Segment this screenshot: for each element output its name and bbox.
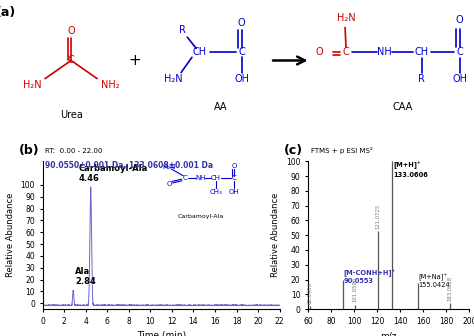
Text: 121.0725: 121.0725 xyxy=(376,203,381,228)
Text: CH: CH xyxy=(211,175,221,181)
Text: 90.0553: 90.0553 xyxy=(344,278,374,284)
Text: NH: NH xyxy=(195,175,206,181)
Text: CH: CH xyxy=(415,47,429,57)
Text: OH: OH xyxy=(234,74,249,84)
Text: Carbamoyl-Ala: Carbamoyl-Ala xyxy=(177,214,223,219)
Text: NH: NH xyxy=(376,47,392,57)
Text: O: O xyxy=(238,18,246,28)
Text: H₂N: H₂N xyxy=(164,74,182,84)
Text: 133.0606: 133.0606 xyxy=(393,172,428,177)
Text: (c): (c) xyxy=(284,143,303,157)
Text: 183.0828: 183.0828 xyxy=(447,276,452,301)
Y-axis label: Relative Abundance: Relative Abundance xyxy=(6,193,15,278)
Text: [M+H]⁺: [M+H]⁺ xyxy=(393,161,421,169)
Text: RT:  0.00 - 22.00: RT: 0.00 - 22.00 xyxy=(45,148,102,154)
Text: C: C xyxy=(456,47,463,57)
Text: R: R xyxy=(179,25,186,35)
Text: C: C xyxy=(343,47,349,57)
Y-axis label: Relative Abundance: Relative Abundance xyxy=(272,193,281,278)
Text: H₂N: H₂N xyxy=(337,13,356,23)
Text: AA: AA xyxy=(214,102,227,112)
Text: NH₂: NH₂ xyxy=(100,80,119,90)
Text: O: O xyxy=(456,15,464,25)
Text: FTMS + p ESI MS²: FTMS + p ESI MS² xyxy=(311,147,373,154)
Text: OH: OH xyxy=(452,74,467,84)
Text: H₂N: H₂N xyxy=(162,164,176,170)
Text: O: O xyxy=(67,27,75,36)
Text: 90.0550±0.001 Da, 133.0608±0.001 Da: 90.0550±0.001 Da, 133.0608±0.001 Da xyxy=(45,161,213,170)
Text: CH₃: CH₃ xyxy=(210,188,222,195)
Text: C: C xyxy=(182,175,187,181)
Text: C: C xyxy=(238,47,245,57)
Text: 101.0596: 101.0596 xyxy=(353,277,358,302)
Text: [M-CONH+H]⁺: [M-CONH+H]⁺ xyxy=(344,269,396,277)
Text: O: O xyxy=(166,181,172,187)
Text: R: R xyxy=(419,74,425,84)
X-axis label: m/z: m/z xyxy=(381,331,397,336)
Text: +: + xyxy=(129,53,141,68)
Text: CAA: CAA xyxy=(393,102,413,112)
Text: CH: CH xyxy=(192,47,206,57)
Text: Urea: Urea xyxy=(60,110,82,120)
Text: [M+Na]⁺: [M+Na]⁺ xyxy=(419,274,447,281)
Text: Ala
2.84: Ala 2.84 xyxy=(75,267,96,286)
Text: 62.0406: 62.0406 xyxy=(308,282,313,304)
Text: (a): (a) xyxy=(0,6,16,18)
Text: H₂N: H₂N xyxy=(23,80,42,90)
Text: (b): (b) xyxy=(19,143,40,157)
X-axis label: Time (min): Time (min) xyxy=(137,331,186,336)
Text: Carbamoyl-Ala
4.46: Carbamoyl-Ala 4.46 xyxy=(79,164,148,183)
Text: C: C xyxy=(68,55,74,66)
Text: 155.0424: 155.0424 xyxy=(419,283,450,288)
Text: C: C xyxy=(232,175,237,181)
Text: OH: OH xyxy=(229,188,239,195)
Text: O: O xyxy=(315,47,323,57)
Text: O: O xyxy=(231,163,237,169)
